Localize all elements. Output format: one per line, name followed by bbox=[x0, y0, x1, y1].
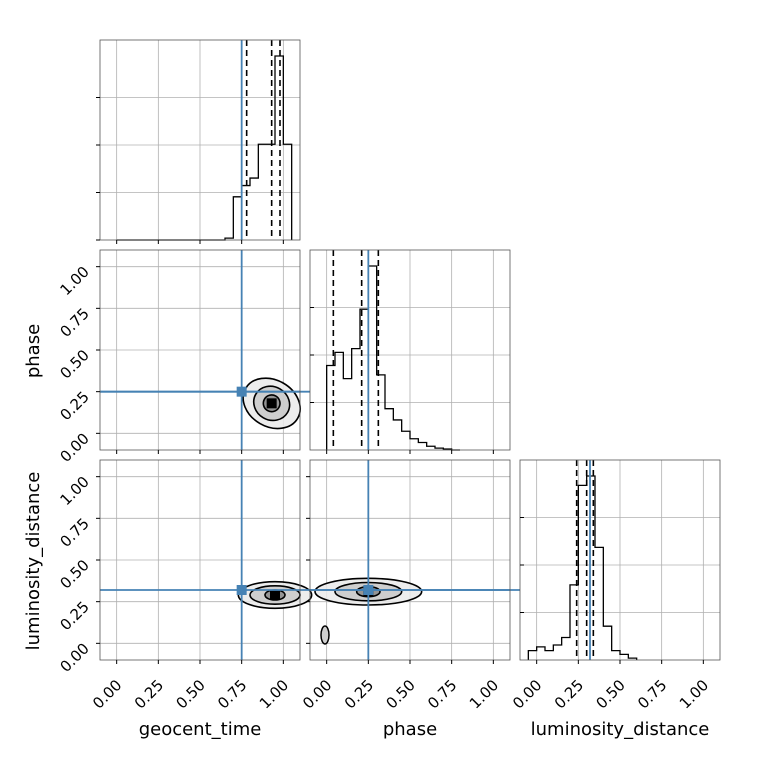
y-tick-label: 0.50 bbox=[56, 346, 92, 382]
x-tick-label: 0.75 bbox=[634, 676, 670, 712]
truth-marker bbox=[236, 585, 247, 595]
y-axis-label-phase: phase bbox=[23, 324, 44, 378]
panels-layer: 0.00 0.25 0.50 0.75 1.00 0.00 0.25 0.50 0.75 1.00… bbox=[56, 39, 721, 712]
histogram-phase bbox=[326, 265, 460, 451]
x-tick-label: 0.25 bbox=[341, 676, 377, 712]
x-tick-label: 0.00 bbox=[299, 676, 335, 712]
density-peak bbox=[266, 398, 277, 409]
x-tick-label: 0.25 bbox=[131, 676, 167, 712]
y-axis-label-luminosity-distance: luminosity_distance bbox=[23, 472, 44, 651]
x-tick-label: 0.75 bbox=[424, 676, 460, 712]
x-tick-label: 0.00 bbox=[89, 676, 125, 712]
y-tick-label: 1.00 bbox=[56, 263, 92, 299]
y-tick-label: 0.00 bbox=[56, 639, 92, 675]
y-tick-label: 0.50 bbox=[56, 556, 92, 592]
x-tick-label: 1.00 bbox=[256, 676, 292, 712]
labels-layer: geocent_time phase luminosity_distance p… bbox=[23, 324, 709, 740]
density-contour-secondary bbox=[320, 625, 330, 645]
x-axis-label-phase: phase bbox=[383, 719, 437, 740]
x-tick-label: 0.50 bbox=[592, 676, 628, 712]
y-tick-label: 0.00 bbox=[56, 429, 92, 465]
y-tick-label: 0.25 bbox=[56, 388, 92, 424]
x-tick-label: 0.50 bbox=[172, 676, 208, 712]
y-tick-label: 0.25 bbox=[56, 598, 92, 634]
x-tick-label: 1.00 bbox=[466, 676, 502, 712]
y-tick-label: 0.75 bbox=[56, 304, 92, 340]
density-peak bbox=[270, 590, 280, 600]
x-tick-label: 0.00 bbox=[509, 676, 545, 712]
x-axis-label-luminosity-distance: luminosity_distance bbox=[531, 719, 710, 740]
x-tick-label: 0.25 bbox=[551, 676, 587, 712]
histogram-luminosity_distance bbox=[527, 475, 638, 660]
y-tick-label: 0.75 bbox=[56, 514, 92, 550]
y-tick-label: 1.00 bbox=[56, 473, 92, 509]
x-axis-label-geocent-time: geocent_time bbox=[139, 719, 262, 740]
x-tick-label: 0.75 bbox=[214, 676, 250, 712]
x-tick-label: 1.00 bbox=[676, 676, 712, 712]
x-tick-label: 0.50 bbox=[382, 676, 418, 712]
